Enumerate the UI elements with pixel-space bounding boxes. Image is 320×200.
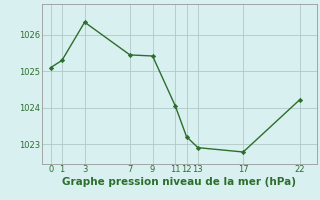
X-axis label: Graphe pression niveau de la mer (hPa): Graphe pression niveau de la mer (hPa) — [62, 177, 296, 187]
